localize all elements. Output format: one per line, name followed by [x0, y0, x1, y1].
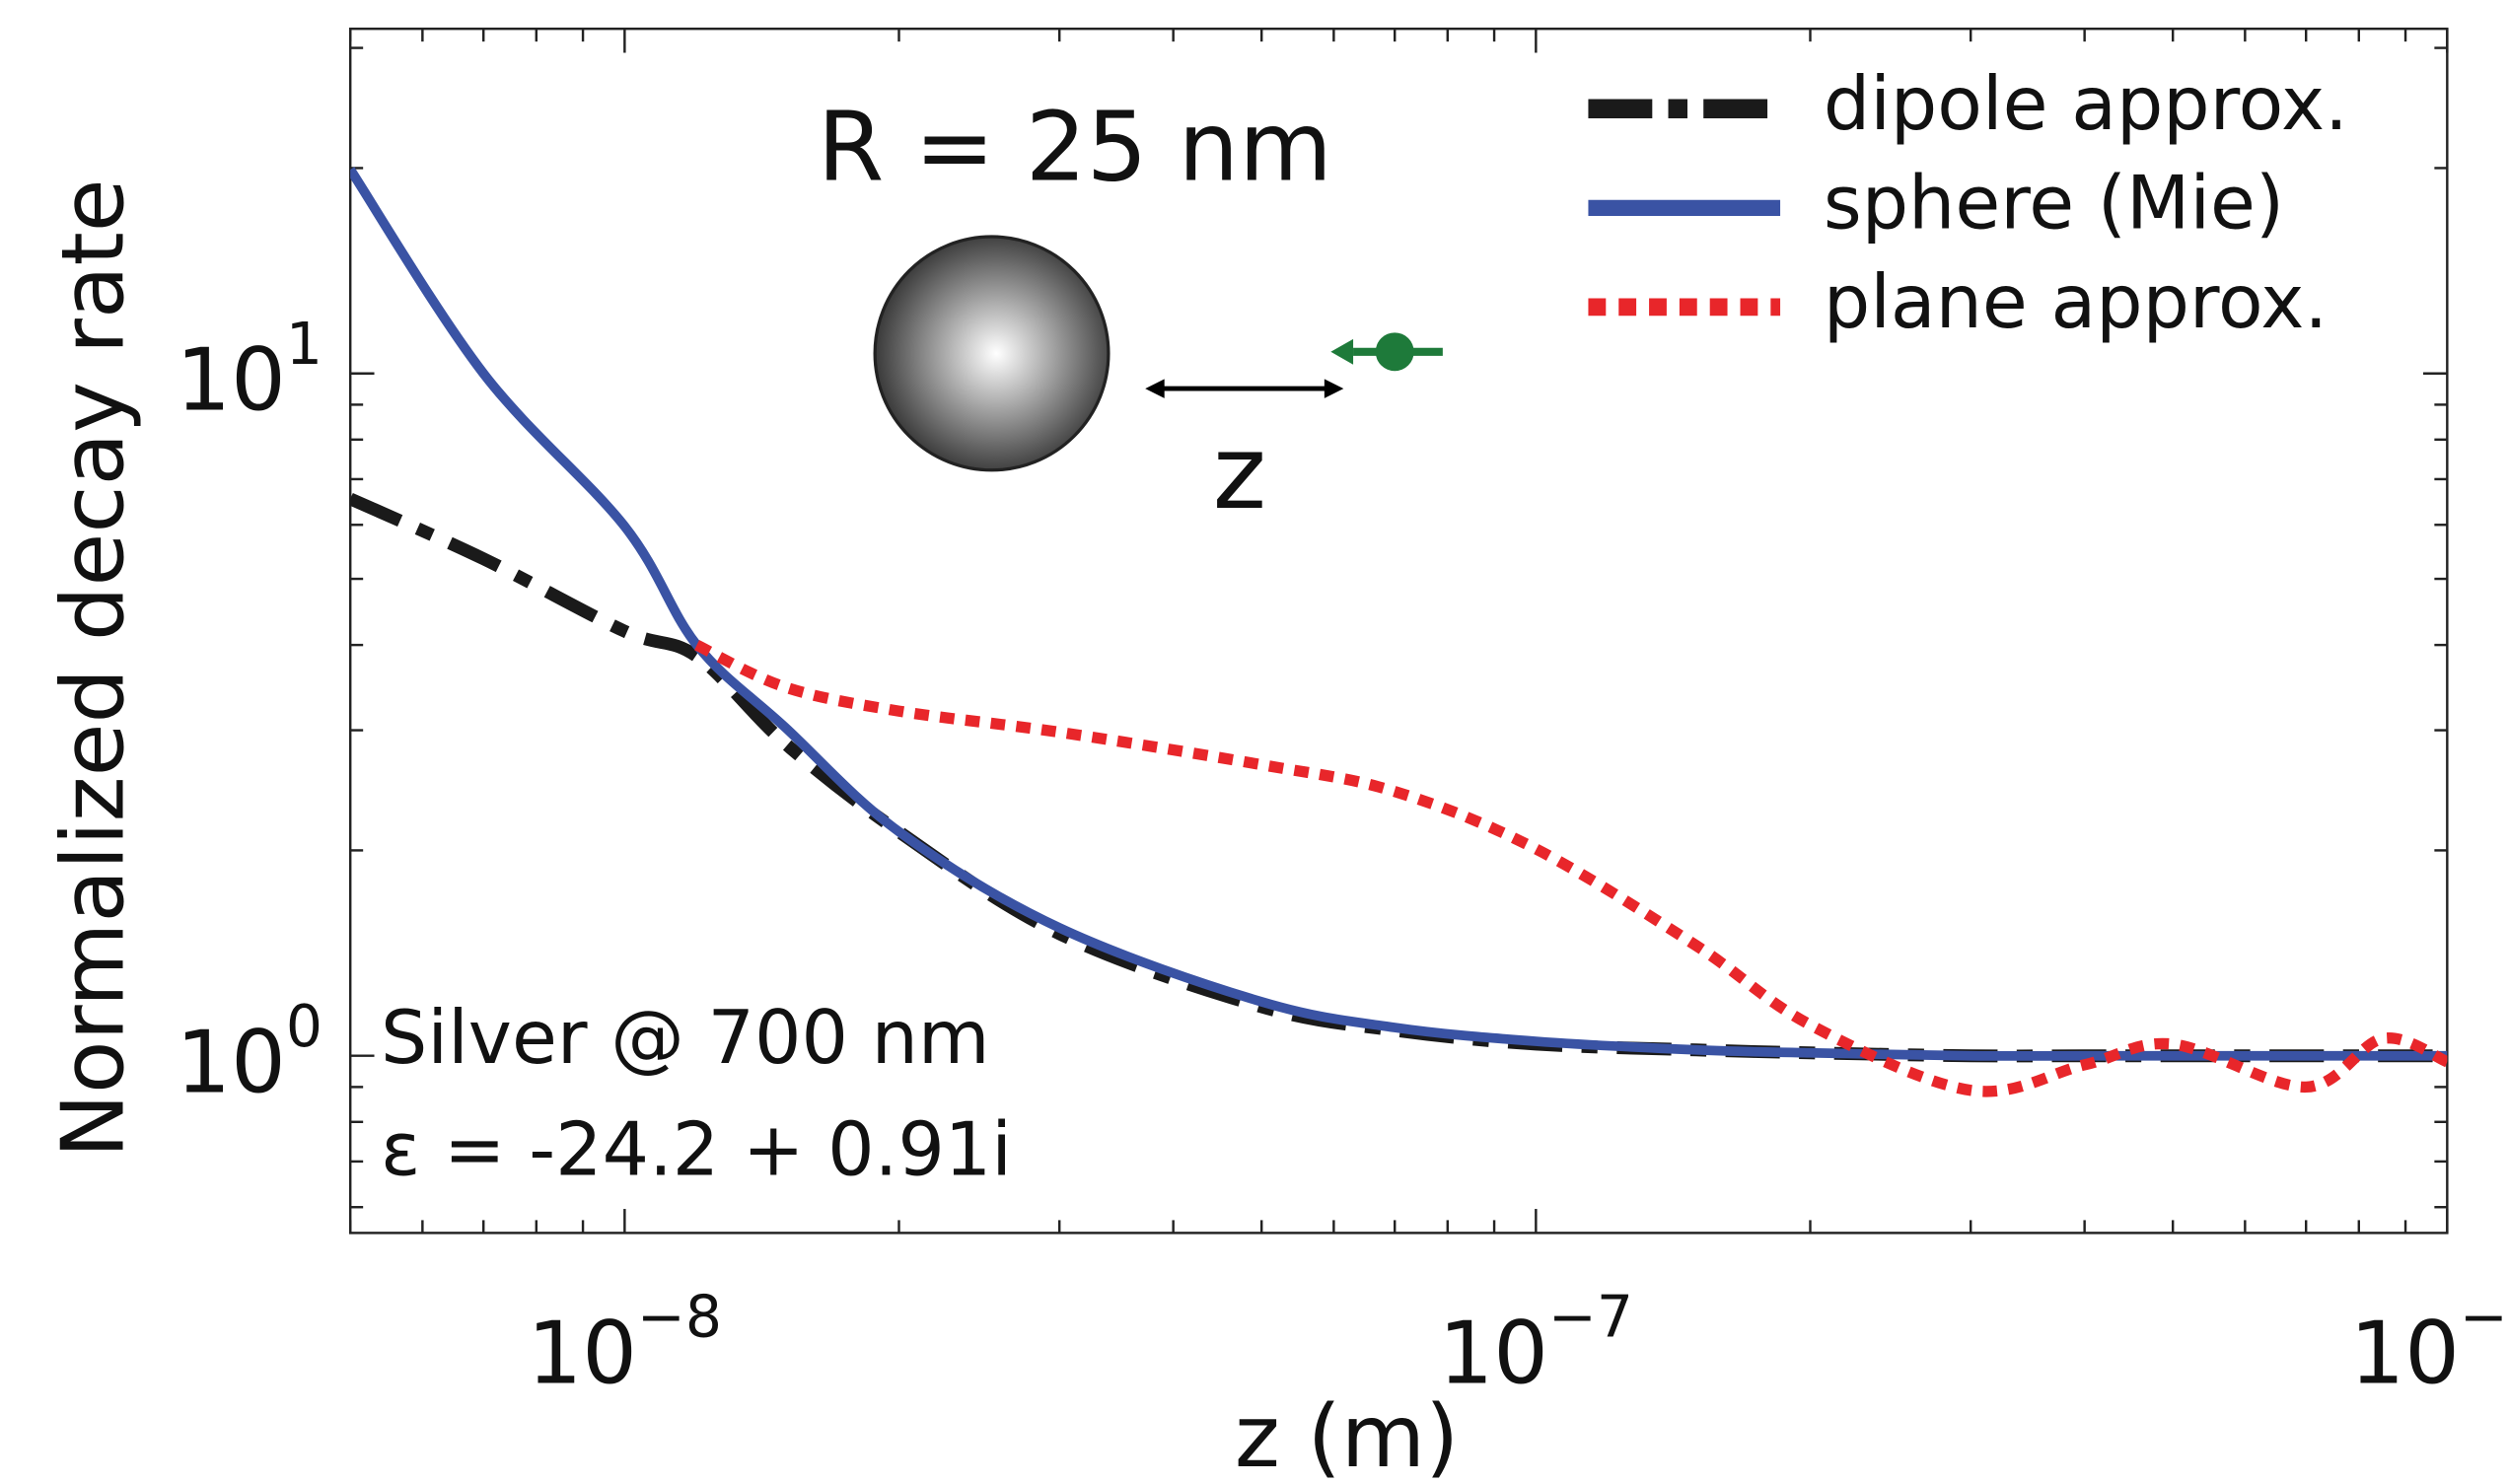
tick-exponent: −7 — [1548, 1284, 1633, 1351]
tick-exponent: 0 — [286, 993, 322, 1060]
sphere-diagram — [873, 235, 1443, 472]
tick-base: 10 — [176, 1013, 285, 1113]
sphere-icon — [873, 235, 1111, 472]
plot-frame — [348, 27, 2449, 1235]
tick-base: 10 — [176, 330, 285, 431]
y-axis-label: Normalized decay rate — [43, 178, 144, 1158]
legend-label: plane approx. — [1824, 259, 2328, 345]
annotation: R = 25 nm — [818, 92, 1332, 203]
x-axis-label: z (m) — [1235, 1386, 1459, 1484]
tick-label: 10−6 — [2350, 1284, 2508, 1404]
tick-label: 10−7 — [1439, 1284, 1633, 1404]
annotation: Silver @ 700 nm — [381, 995, 990, 1081]
tick-base: 10 — [1439, 1303, 1548, 1403]
data-line — [350, 167, 2448, 1061]
legend-label: dipole approx. — [1824, 61, 2348, 147]
dipole-arrowhead — [1330, 338, 1354, 365]
emitter-icon — [1375, 332, 1414, 372]
tick-exponent: −8 — [637, 1284, 722, 1351]
legend-label: sphere (Mie) — [1824, 160, 2284, 246]
tick-base: 10 — [528, 1303, 637, 1403]
tick-label: 101 — [176, 311, 322, 431]
tick-label: 10−8 — [528, 1284, 722, 1404]
tick-base: 10 — [2350, 1303, 2460, 1403]
tick-label: 100 — [176, 993, 322, 1113]
tick-exponent: −6 — [2460, 1284, 2508, 1351]
data-line — [350, 492, 2448, 1063]
tick-exponent: 1 — [286, 311, 322, 378]
annotation: ε = -24.2 + 0.91i — [381, 1106, 1012, 1192]
data-line — [694, 639, 2448, 1097]
annotation: z — [1213, 414, 1266, 532]
